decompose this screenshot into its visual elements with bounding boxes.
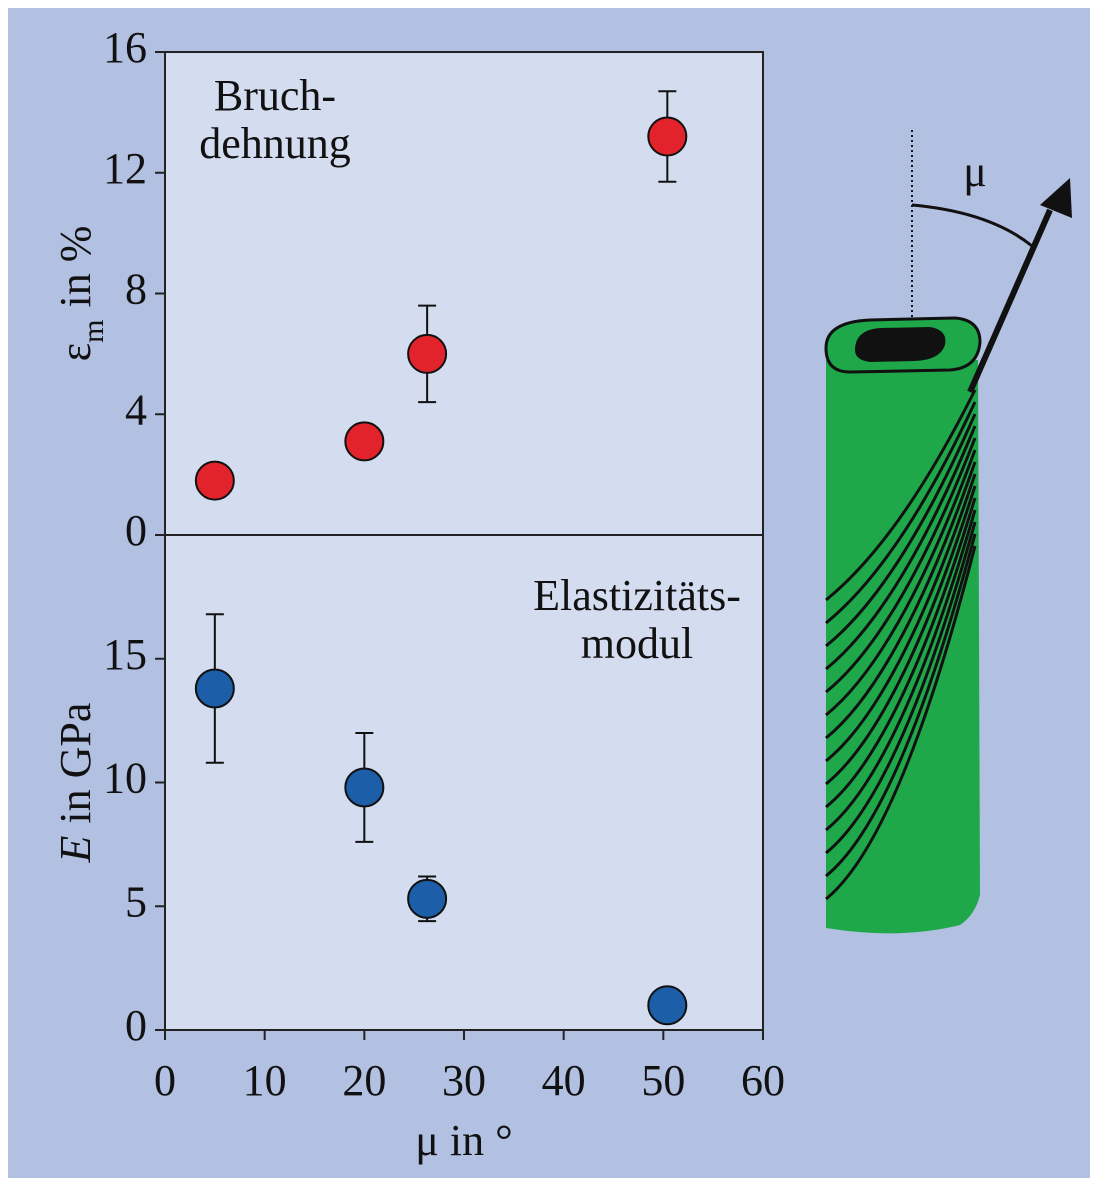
point — [196, 669, 234, 707]
angle-label: μ — [963, 147, 987, 196]
tube-lumen — [855, 327, 945, 362]
x-tick-label: 50 — [641, 1056, 685, 1105]
y-label-text: in GPa — [51, 703, 100, 824]
x-tick-label: 30 — [442, 1056, 486, 1105]
y-tick-label: 0 — [125, 1001, 147, 1050]
point — [648, 118, 686, 156]
y-tick-label: 5 — [125, 877, 147, 926]
annotation: dehnung — [199, 119, 351, 168]
y-tick-label: 8 — [125, 265, 147, 314]
annotation: modul — [581, 619, 693, 668]
annotation: Elastizitäts- — [533, 571, 741, 620]
point — [345, 768, 383, 806]
figure: μ 0 4 8 12 16 εm in % Bruch-dehnung 0 5 10 15 0 10 20 3… — [0, 0, 1098, 1186]
y-tick-label: 12 — [103, 144, 147, 193]
point — [408, 335, 446, 373]
point — [345, 422, 383, 460]
annotation: Bruch- — [214, 71, 336, 120]
y-label-text: in % — [51, 226, 100, 308]
x-axis-label: μ in ° — [415, 1116, 512, 1165]
y-tick-label: 10 — [103, 754, 147, 803]
x-tick-label: 0 — [154, 1056, 176, 1105]
y-label-subscript: m — [77, 320, 110, 343]
point — [648, 986, 686, 1024]
y-label-symbol: E — [51, 835, 100, 863]
y-tick-label: 15 — [103, 630, 147, 679]
x-tick-label: 60 — [741, 1056, 785, 1105]
x-tick-label: 20 — [342, 1056, 386, 1105]
y-axis-label: Ein GPa — [51, 703, 100, 864]
point — [408, 880, 446, 918]
y-tick-label: 16 — [103, 23, 147, 72]
y-label-symbol: ε — [51, 343, 100, 361]
point — [196, 462, 234, 500]
y-tick-label: 4 — [125, 385, 147, 434]
x-tick-label: 10 — [243, 1056, 287, 1105]
y-tick-label: 0 — [125, 506, 147, 555]
x-tick-label: 40 — [542, 1056, 586, 1105]
